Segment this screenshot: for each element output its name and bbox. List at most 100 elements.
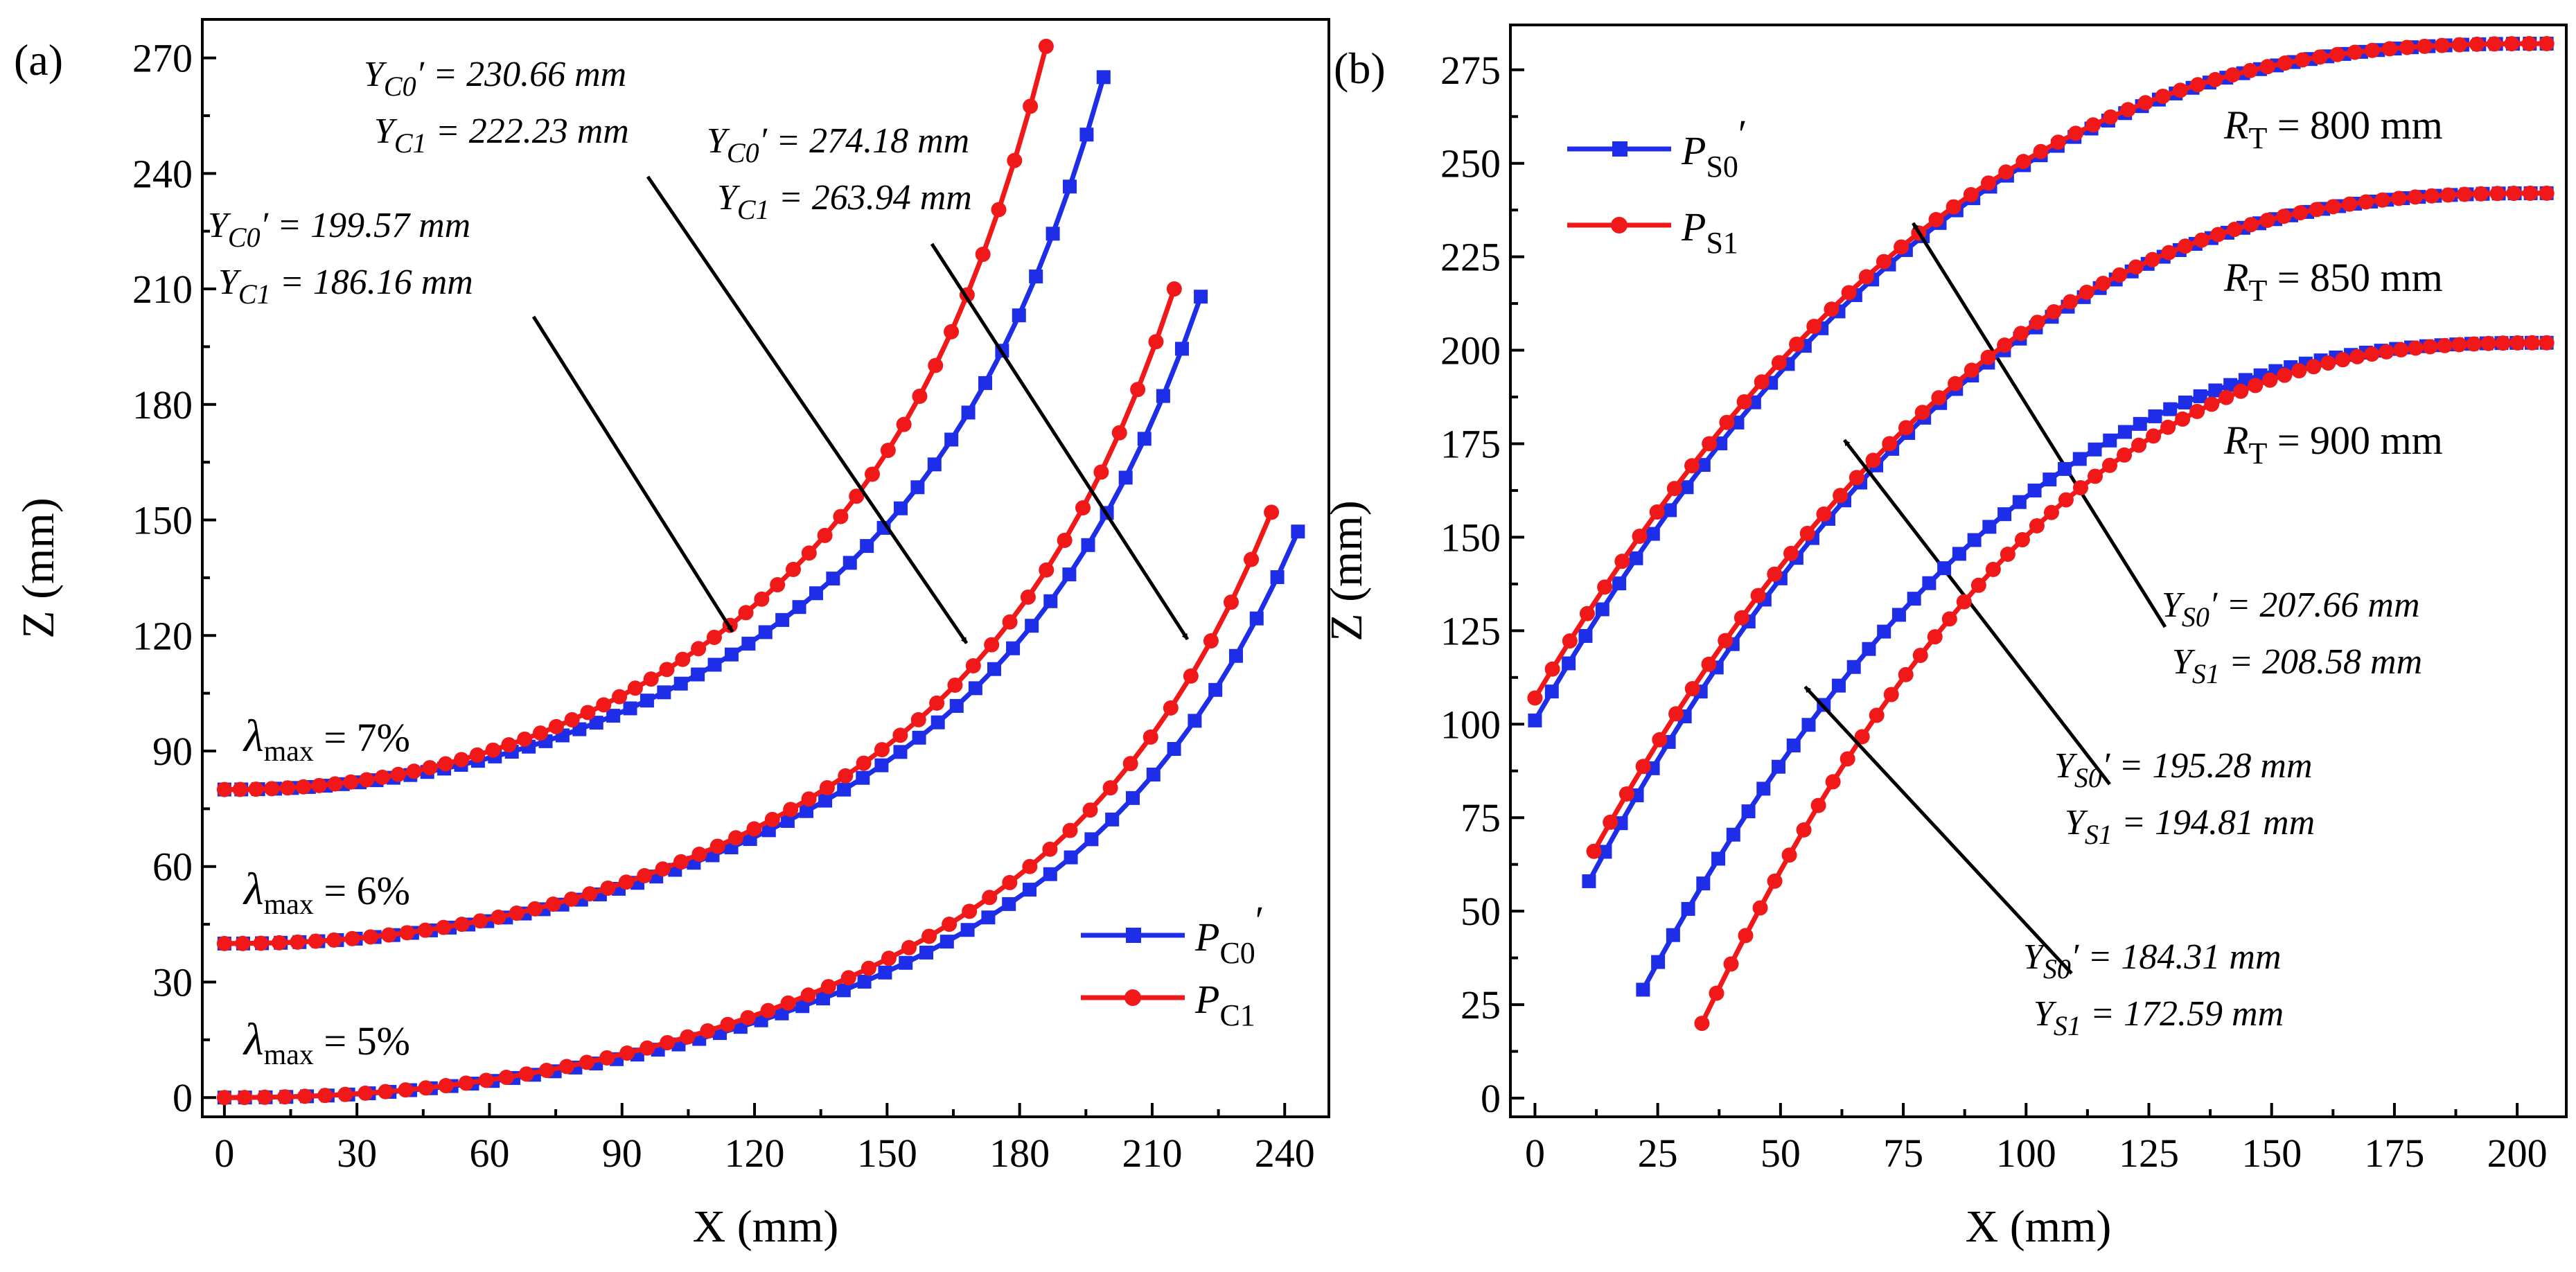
lambda-sub: max — [264, 1039, 314, 1071]
x-tick-label: 50 — [1761, 1131, 1801, 1176]
annotation-2-line1-sub: C0 — [727, 137, 759, 168]
lambda-value: = 7% — [314, 715, 410, 760]
curve-2-red-point — [840, 970, 856, 986]
lambda-value: = 5% — [314, 1018, 410, 1063]
annotation-1-line2: YC1 = 222.23 mm — [374, 112, 629, 159]
arc-0-red-point — [2137, 95, 2153, 111]
curve-1-red-point — [801, 791, 817, 807]
curve-2-red-point — [337, 1086, 353, 1102]
arc-2-blue-point — [1756, 781, 1771, 796]
legend-label-base: P — [1194, 977, 1219, 1022]
curve-2-red-point — [1163, 700, 1179, 716]
annotation-b-2-line2-var: Y — [2034, 994, 2057, 1034]
arc-0-red-point — [2521, 36, 2537, 52]
annotation-1-line2-value: = 222.23 mm — [427, 112, 629, 151]
arc-2-blue-point — [1967, 533, 1982, 547]
curve-2-red-point — [861, 960, 876, 976]
arc-2-blue-point — [1846, 660, 1861, 674]
arc-2-blue-point — [1982, 520, 1997, 534]
arc-2-blue-point — [2133, 416, 2147, 431]
arc-2-red-point — [2422, 339, 2438, 355]
arc-0-red-point — [1754, 374, 1770, 390]
curve-2-red-point — [558, 1059, 574, 1075]
curve-0-red-point — [548, 718, 564, 734]
arc-0-red-point — [2434, 37, 2450, 53]
arc-0-red-point — [1946, 199, 1961, 215]
radius-label-0-value: = 800 mm — [2267, 103, 2442, 148]
legend-marker — [1124, 989, 1141, 1006]
annotation-1-line1: YC0′ = 230.66 mm — [364, 55, 626, 102]
arc-2-red-point — [1825, 774, 1841, 790]
arc-2-red-point — [1912, 647, 1928, 663]
x-tick-label: 125 — [2119, 1131, 2179, 1176]
curve-0-red-point — [295, 779, 311, 795]
arc-1-red-point — [1701, 656, 1717, 672]
arc-1-red-point — [2079, 284, 2094, 300]
curve-2-red-point — [942, 917, 958, 933]
arc-0-red-point — [1806, 319, 1822, 335]
arc-2-red-point — [2277, 367, 2293, 383]
curve-1-blue-point — [1062, 567, 1077, 582]
arc-2-red-point — [2393, 342, 2409, 357]
arc-2-blue-point — [2148, 409, 2162, 423]
curve-1-red-point — [600, 880, 616, 896]
curve-1-blue-point — [856, 770, 870, 785]
y-tick-label: 25 — [1461, 982, 1501, 1027]
arc-2-blue-point — [1997, 507, 2012, 522]
curve-2-red-point — [800, 987, 816, 1003]
arc-2-blue-point — [2208, 383, 2223, 398]
curve-1-red-point — [381, 927, 397, 943]
arc-2-red-point — [2029, 518, 2045, 533]
arc-2-red-point — [1854, 729, 1870, 745]
curve-0-red-point — [801, 545, 817, 561]
arc-0-blue-point — [1562, 656, 1576, 671]
arc-2-red-point — [2291, 363, 2307, 379]
curve-0-red-point — [280, 780, 296, 796]
x-tick-label: 0 — [214, 1131, 234, 1176]
annotation-b-1-line1-var: Y — [2054, 746, 2078, 786]
y-tick-label: 270 — [132, 36, 193, 81]
arc-1-red-point — [2194, 232, 2209, 248]
curve-0-red-point — [596, 697, 612, 713]
curve-1-red-point — [709, 838, 725, 854]
annotation-b-1-line1: YS0′ = 195.28 mm — [2054, 746, 2313, 793]
curve-0-red-point — [390, 766, 406, 782]
curve-2-blue-point — [1270, 570, 1285, 585]
curve-2-red-point — [538, 1063, 554, 1079]
x-tick-label: 150 — [2241, 1131, 2302, 1176]
arc-0-red-point — [2172, 82, 2188, 98]
curve-1-red-point — [1166, 281, 1182, 297]
curve-1-red-point — [344, 930, 360, 946]
annotation-1-line1-sub: C0 — [384, 71, 416, 102]
arc-0-red-point — [1702, 436, 1718, 452]
curve-1-red-point — [491, 909, 506, 925]
curve-2-red-point — [982, 890, 998, 906]
curve-2-blue-point — [836, 983, 851, 998]
arc-1-red-point — [2276, 209, 2292, 224]
annotation-1-line1-value: ′ = 230.66 mm — [416, 55, 627, 94]
arc-0-red-point — [1649, 504, 1665, 520]
arc-0-red-point — [2242, 62, 2258, 78]
curve-0-red-point — [469, 747, 485, 763]
radius-label-0-sub: T — [2248, 121, 2267, 155]
curve-1-red-point — [472, 913, 488, 929]
curve-0-blue-point — [792, 600, 806, 615]
arc-2-blue-point — [2072, 452, 2087, 466]
curve-0-blue-point — [1096, 70, 1111, 85]
radius-label-1-var: R — [2223, 255, 2248, 300]
curve-1-blue-point — [912, 730, 926, 745]
arc-2-blue-point — [2117, 425, 2132, 439]
curve-2-blue-point — [960, 923, 975, 937]
arc-2-red-point — [2248, 378, 2264, 394]
curve-0-red-point — [627, 680, 643, 696]
legend-marker — [1611, 217, 1627, 233]
curve-1-red-point — [728, 830, 744, 846]
annotation-b-0-line2-sub: S1 — [2192, 658, 2220, 689]
curve-1-red-point — [1020, 589, 1036, 605]
curve-1-red-point — [563, 891, 579, 907]
arc-1-red-point — [1767, 566, 1783, 582]
y-tick-label: 0 — [1481, 1076, 1501, 1121]
curve-2-red-point — [277, 1089, 293, 1105]
curve-2-red-point — [760, 1002, 776, 1018]
